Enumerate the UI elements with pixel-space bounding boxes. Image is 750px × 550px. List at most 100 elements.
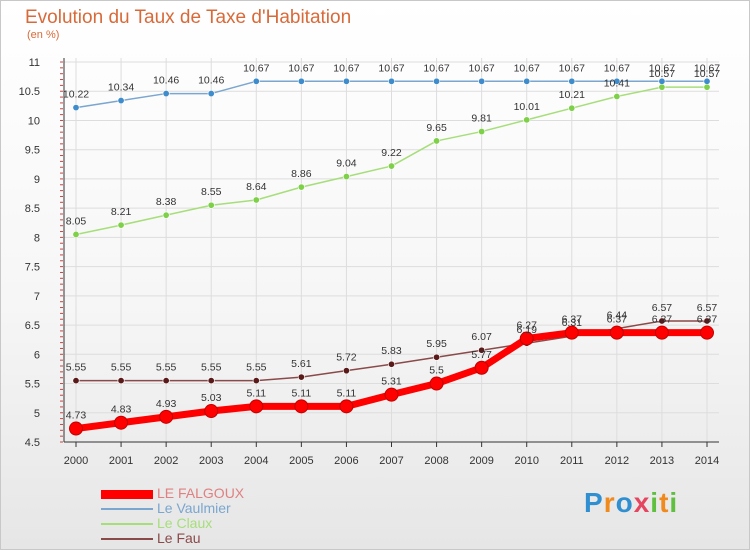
data-point <box>249 399 264 414</box>
data-point <box>478 128 486 136</box>
data-label: 5.03 <box>201 392 222 404</box>
legend-swatch <box>101 508 153 510</box>
y-tick-label: 5 <box>34 408 40 420</box>
data-point <box>252 377 260 385</box>
data-point <box>294 399 309 414</box>
logo-letter: r <box>603 487 616 518</box>
x-tick-label: 2005 <box>289 455 313 467</box>
data-label: 5.5 <box>429 365 444 377</box>
x-tick-label: 2008 <box>424 455 448 467</box>
data-point <box>658 317 666 325</box>
data-label: 5.55 <box>111 362 132 374</box>
data-point <box>433 77 441 85</box>
data-label: 8.05 <box>66 215 87 227</box>
data-label: 10.67 <box>333 62 359 74</box>
y-tick-label: 8 <box>34 232 40 244</box>
data-point <box>523 77 531 85</box>
data-label: 6.19 <box>516 324 537 336</box>
data-label: 5.72 <box>336 352 357 364</box>
data-point <box>204 404 219 419</box>
data-label: 10.67 <box>604 62 630 74</box>
data-point <box>568 104 576 112</box>
data-point <box>519 331 534 346</box>
data-label: 6.37 <box>652 314 673 326</box>
data-point <box>387 162 395 170</box>
data-label: 10.21 <box>559 89 585 101</box>
data-point <box>703 83 711 91</box>
y-tick-label: 6 <box>34 349 40 361</box>
data-label: 5.31 <box>381 376 402 388</box>
data-label: 10.67 <box>514 62 540 74</box>
x-tick-label: 2007 <box>379 455 403 467</box>
data-label: 8.86 <box>291 168 312 180</box>
data-point <box>72 377 80 385</box>
y-tick-label: 7 <box>34 291 40 303</box>
x-tick-label: 2012 <box>605 455 629 467</box>
data-label: 9.22 <box>381 147 402 159</box>
data-label: 5.11 <box>337 387 357 399</box>
data-point <box>69 421 83 436</box>
data-point <box>478 346 486 354</box>
x-tick-label: 2010 <box>514 455 538 467</box>
data-label: 10.46 <box>198 75 224 87</box>
data-label: 10.41 <box>604 77 630 89</box>
data-label: 8.21 <box>111 206 132 218</box>
data-label: 8.55 <box>201 186 222 198</box>
data-label: 10.67 <box>243 62 269 74</box>
data-label: 5.77 <box>471 349 492 361</box>
data-point <box>339 399 354 414</box>
data-point <box>117 97 125 105</box>
data-point <box>72 104 80 112</box>
logo-letter: t <box>659 487 670 518</box>
legend-swatch <box>101 538 153 540</box>
data-point <box>297 373 305 381</box>
data-point <box>703 317 711 325</box>
data-point <box>207 90 215 98</box>
data-label: 5.83 <box>381 345 402 357</box>
data-label: 10.67 <box>423 62 449 74</box>
data-label: 4.83 <box>111 404 132 416</box>
y-tick-label: 10 <box>28 115 40 127</box>
data-point <box>114 415 129 430</box>
data-point <box>117 221 125 229</box>
data-label: 6.31 <box>562 317 583 329</box>
y-tick-label: 6.5 <box>25 320 40 332</box>
chart-subtitle: (en %) <box>27 29 60 41</box>
data-point <box>342 367 350 375</box>
data-label: 9.04 <box>336 158 357 170</box>
logo-letter: i <box>669 487 679 518</box>
x-tick-label: 2011 <box>560 455 584 467</box>
data-label: 5.55 <box>246 362 267 374</box>
data-label: 10.46 <box>153 75 179 87</box>
data-label: 10.22 <box>63 89 89 101</box>
data-label: 6.57 <box>652 302 673 314</box>
legend-swatch <box>101 489 153 499</box>
y-tick-label: 8.5 <box>25 203 40 215</box>
data-label: 4.93 <box>156 398 177 410</box>
data-point <box>429 376 444 391</box>
data-point <box>703 77 711 85</box>
data-point <box>433 137 441 145</box>
x-tick-label: 2002 <box>154 455 178 467</box>
data-point <box>658 77 666 85</box>
data-point <box>613 77 621 85</box>
data-point <box>342 173 350 181</box>
data-point <box>384 387 399 402</box>
data-point <box>252 196 260 204</box>
data-point <box>117 377 125 385</box>
y-tick-label: 7.5 <box>25 262 40 274</box>
data-point <box>342 77 350 85</box>
data-label: 5.55 <box>66 362 87 374</box>
legend-label: Le Vaulmier <box>157 500 231 516</box>
data-label: 5.95 <box>426 338 447 350</box>
data-label: 10.67 <box>288 62 314 74</box>
chart-title: Evolution du Taux de Taxe d'Habitation <box>25 7 352 28</box>
data-label: 10.57 <box>649 68 675 80</box>
y-tick-label: 11 <box>29 57 40 69</box>
data-point <box>654 325 669 340</box>
y-tick-label: 5.5 <box>25 379 40 391</box>
data-point <box>72 230 80 238</box>
x-tick-label: 2004 <box>244 455 268 467</box>
